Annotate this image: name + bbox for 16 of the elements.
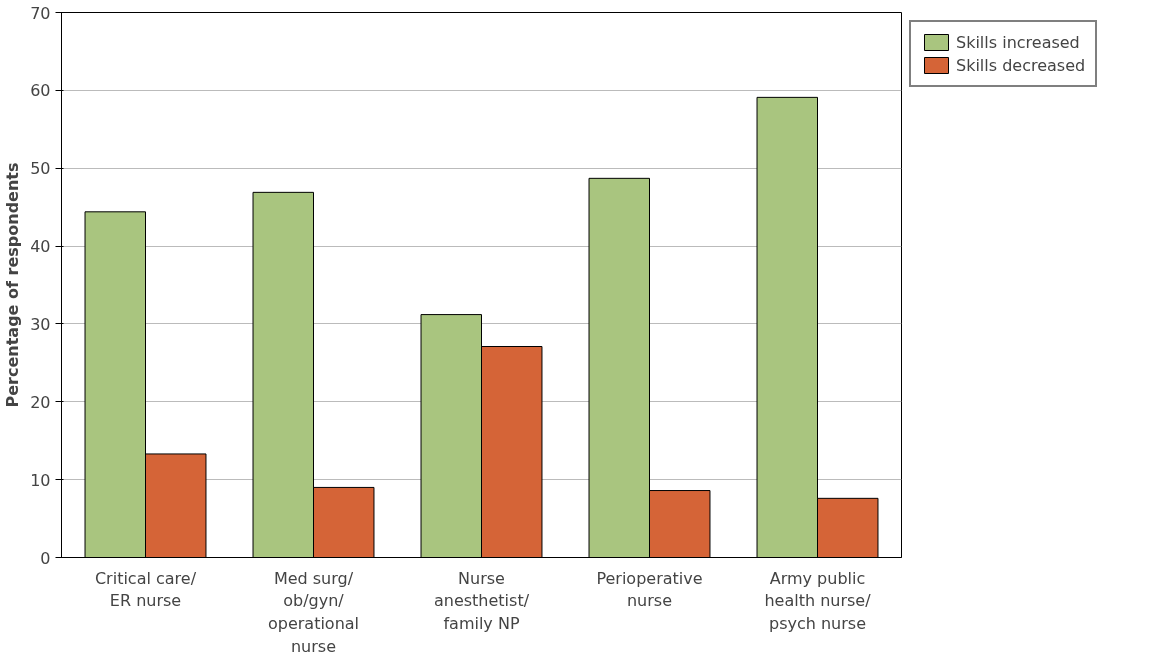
- y-tick-label: 10: [30, 470, 51, 490]
- y-tick-label: 30: [30, 314, 51, 334]
- y-tick-label: 50: [30, 159, 51, 179]
- y-tick-label: 70: [30, 3, 51, 23]
- x-tick-label: Perioperative nurse: [596, 568, 703, 611]
- y-tick-label: 20: [30, 392, 51, 412]
- x-tick-label: Critical care/ ER nurse: [94, 568, 197, 611]
- legend-label: Skills decreased: [956, 55, 1086, 75]
- x-tick-label: Nurse anesthetist/ family NP: [433, 568, 530, 634]
- y-tick-label: 40: [30, 237, 51, 257]
- legend-label: Skills increased: [956, 32, 1080, 52]
- x-tick-label: Army public health nurse/ psych nurse: [764, 568, 872, 634]
- x-tick-label: Med surg/ ob/gyn/ operational nurse: [267, 568, 360, 656]
- y-tick-label: 60: [30, 81, 51, 101]
- y-axis-title: Percentage of respondents: [3, 162, 23, 408]
- y-tick-label: 0: [40, 548, 51, 568]
